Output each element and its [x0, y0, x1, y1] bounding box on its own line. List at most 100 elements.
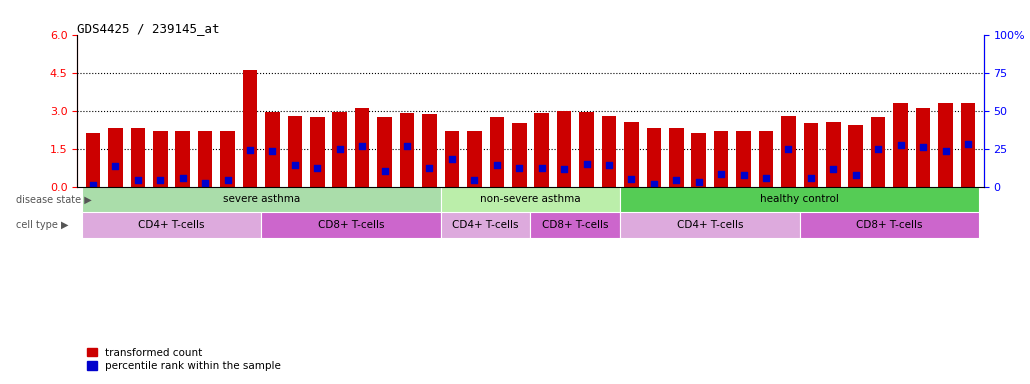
Point [444, 156, 460, 162]
Bar [262, 212, 441, 238]
Point [130, 177, 146, 183]
Text: non-severe asthma: non-severe asthma [480, 194, 581, 205]
Text: CD4+ T-cells: CD4+ T-cells [138, 220, 205, 230]
Bar [961, 103, 975, 187]
Bar [377, 117, 391, 187]
Text: GDS4425 / 239145_at: GDS4425 / 239145_at [77, 22, 219, 35]
Point [780, 146, 796, 152]
Bar [691, 133, 706, 187]
Bar [893, 103, 907, 187]
Point [309, 164, 325, 170]
Point [870, 146, 887, 152]
Point [197, 180, 213, 186]
Bar [736, 131, 751, 187]
Bar [938, 103, 953, 187]
Point [892, 142, 908, 148]
Bar [81, 212, 262, 238]
Point [668, 177, 685, 183]
Point [600, 162, 617, 168]
Bar [81, 187, 441, 212]
Bar [287, 116, 302, 187]
Text: CD8+ T-cells: CD8+ T-cells [542, 220, 609, 230]
Bar [108, 128, 123, 187]
Bar [620, 187, 980, 212]
Bar [530, 212, 620, 238]
Bar [441, 187, 620, 212]
Bar [85, 133, 100, 187]
Point [152, 177, 169, 183]
Point [578, 161, 594, 167]
Bar [441, 212, 530, 238]
Point [107, 163, 124, 169]
Point [84, 182, 101, 189]
Bar [355, 108, 370, 187]
Bar [131, 128, 145, 187]
Bar [799, 212, 980, 238]
Bar [826, 122, 840, 187]
Text: CD4+ T-cells: CD4+ T-cells [677, 220, 744, 230]
Bar [714, 131, 728, 187]
Point [556, 166, 573, 172]
Point [399, 143, 415, 149]
Point [735, 172, 752, 178]
Bar [849, 124, 863, 187]
Bar [579, 112, 594, 187]
Bar [467, 131, 482, 187]
Bar [871, 117, 886, 187]
Bar [803, 123, 818, 187]
Bar [781, 116, 796, 187]
Bar [243, 70, 258, 187]
Point [713, 171, 729, 177]
Bar [759, 131, 774, 187]
Text: disease state ▶: disease state ▶ [15, 194, 92, 205]
Text: cell type ▶: cell type ▶ [15, 220, 68, 230]
Point [511, 164, 527, 170]
Point [242, 147, 259, 153]
Bar [647, 128, 661, 187]
Point [219, 177, 236, 183]
Bar [153, 131, 168, 187]
Text: CD8+ T-cells: CD8+ T-cells [317, 220, 384, 230]
Point [265, 148, 281, 154]
Point [758, 175, 775, 181]
Point [332, 146, 348, 152]
Bar [557, 111, 572, 187]
Bar [400, 113, 414, 187]
Point [467, 177, 483, 183]
Bar [624, 122, 639, 187]
Bar [512, 123, 526, 187]
Bar [265, 112, 280, 187]
Bar [670, 128, 684, 187]
Bar [602, 116, 616, 187]
Point [421, 164, 438, 170]
Point [690, 179, 707, 185]
Bar [422, 114, 437, 187]
Bar [620, 212, 799, 238]
Bar [535, 113, 549, 187]
Point [488, 162, 505, 168]
Point [286, 162, 303, 168]
Point [646, 181, 662, 187]
Point [376, 168, 392, 174]
Bar [310, 117, 324, 187]
Point [960, 141, 976, 147]
Bar [916, 108, 930, 187]
Point [174, 175, 191, 181]
Text: CD8+ T-cells: CD8+ T-cells [856, 220, 923, 230]
Point [802, 175, 819, 181]
Point [825, 166, 842, 172]
Point [848, 172, 864, 178]
Point [623, 176, 640, 182]
Text: severe asthma: severe asthma [222, 194, 300, 205]
Bar [489, 117, 504, 187]
Bar [198, 131, 212, 187]
Point [354, 143, 371, 149]
Bar [333, 112, 347, 187]
Legend: transformed count, percentile rank within the sample: transformed count, percentile rank withi… [82, 344, 285, 375]
Text: CD4+ T-cells: CD4+ T-cells [452, 220, 519, 230]
Point [915, 144, 931, 151]
Point [937, 148, 954, 154]
Bar [445, 131, 459, 187]
Bar [175, 131, 190, 187]
Point [534, 164, 550, 170]
